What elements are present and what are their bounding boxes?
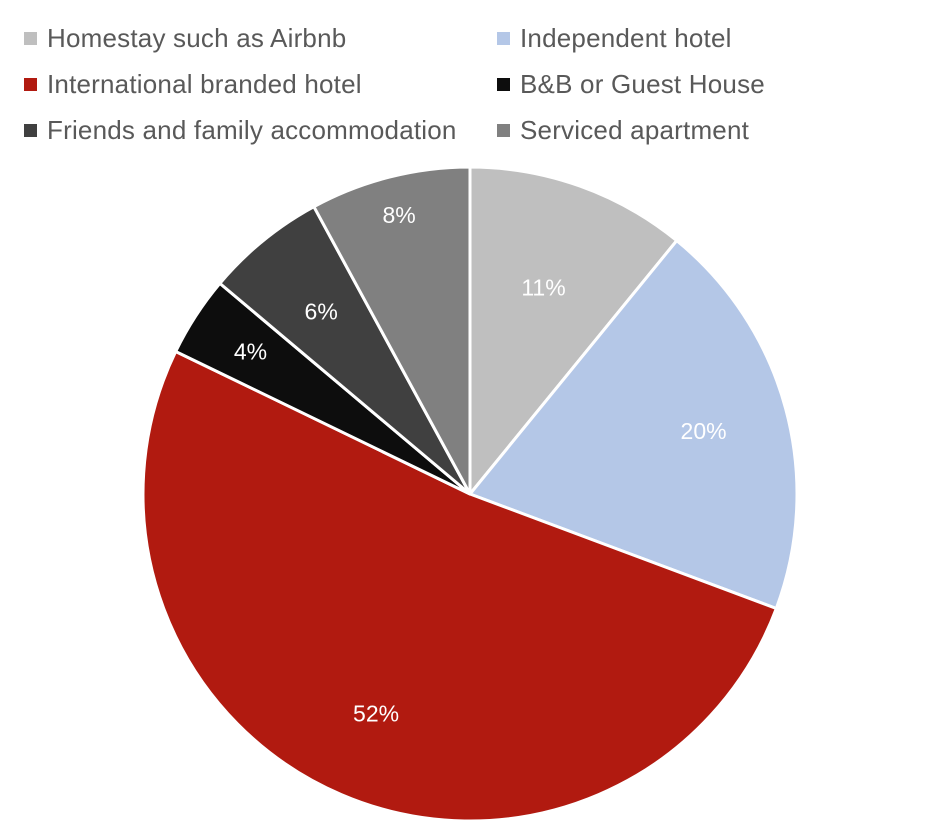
legend-swatch-serviced-apartment bbox=[497, 124, 510, 137]
legend-label-independent-hotel: Independent hotel bbox=[520, 23, 732, 53]
pie-slice-serviced-apartment bbox=[312, 165, 472, 496]
legend-swatch-independent-hotel bbox=[497, 32, 510, 45]
data-label-homestay: 11% bbox=[521, 275, 565, 301]
legend-label-homestay: Homestay such as Airbnb bbox=[47, 23, 347, 53]
legend-swatch-homestay bbox=[24, 32, 37, 45]
chart-legend: Homestay such as Airbnb Independent hote… bbox=[24, 20, 924, 149]
pie-slice-international-branded-hotel bbox=[141, 349, 778, 823]
legend-label-international-branded-hotel: International branded hotel bbox=[47, 69, 362, 99]
legend-swatch-international-branded-hotel bbox=[24, 78, 37, 91]
data-label-friends-family: 6% bbox=[305, 299, 338, 325]
legend-swatch-friends-family bbox=[24, 124, 37, 137]
legend-item-bnb-guest-house: B&B or Guest House bbox=[497, 66, 917, 103]
legend-item-independent-hotel: Independent hotel bbox=[497, 20, 917, 57]
data-label-bnb-guest-house: 4% bbox=[234, 339, 267, 365]
legend-label-bnb-guest-house: B&B or Guest House bbox=[520, 69, 765, 99]
legend-swatch-bnb-guest-house bbox=[497, 78, 510, 91]
legend-item-serviced-apartment: Serviced apartment bbox=[497, 112, 917, 149]
pie-slice-homestay bbox=[468, 165, 679, 496]
legend-item-friends-family: Friends and family accommodation bbox=[24, 112, 497, 149]
data-label-independent-hotel: 20% bbox=[681, 418, 727, 444]
legend-label-friends-family: Friends and family accommodation bbox=[47, 115, 457, 145]
data-label-serviced-apartment: 8% bbox=[383, 202, 416, 228]
legend-item-international-branded-hotel: International branded hotel bbox=[24, 66, 497, 103]
legend-item-homestay: Homestay such as Airbnb bbox=[24, 20, 497, 57]
data-label-international-branded-hotel: 52% bbox=[353, 700, 399, 726]
legend-label-serviced-apartment: Serviced apartment bbox=[520, 115, 750, 145]
pie-slice-independent-hotel bbox=[468, 239, 799, 610]
pie-slice-friends-family bbox=[218, 205, 472, 496]
